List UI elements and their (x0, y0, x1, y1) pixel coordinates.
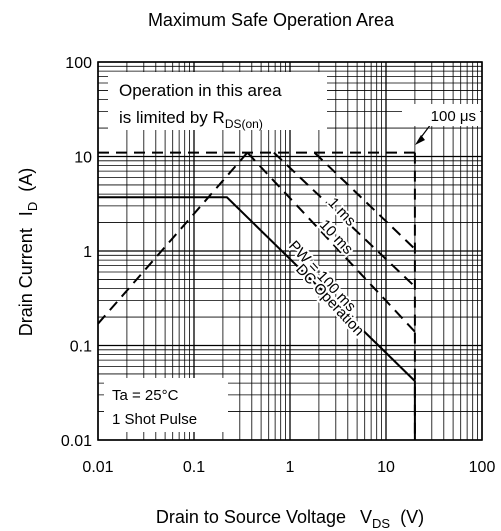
y-axis-title: Drain Current ID (A) (16, 168, 40, 336)
annotations: Operation in this area is limited by RDS(… (104, 72, 480, 432)
plot-frame (97, 61, 483, 441)
conditions-box (104, 378, 228, 432)
conditions-line1: Ta = 25°C (112, 387, 179, 404)
rds-note-box (108, 72, 327, 130)
x-axis-title-part: (V) (400, 507, 424, 527)
rds-note-subscript: DS(on) (225, 117, 263, 131)
series-line (246, 151, 416, 333)
rds-note-line2: is limited by RDS(on) (119, 108, 263, 131)
y-tick-label: 10 (74, 150, 92, 167)
pulse-label-box (402, 104, 480, 126)
pulse-arrow-head (415, 135, 425, 145)
x-tick-label: 1 (286, 459, 295, 476)
series-line (313, 151, 416, 250)
chart-title: Maximum Safe Operation Area (148, 10, 395, 30)
x-tick-label: 100 (469, 459, 496, 476)
y-axis-title-part: (A) (16, 168, 36, 192)
pulse-label-100us: 100 μs (431, 108, 476, 125)
y-axis-title-part: I (16, 211, 36, 216)
series-line (273, 151, 416, 288)
y-tick-label: 1 (83, 244, 92, 261)
x-axis-title-part: DS (372, 516, 390, 531)
series-line (97, 151, 249, 325)
y-axis-title-part: D (25, 202, 40, 211)
tick-labels: 0.01 0.1 1 10 100 0.01 0.1 1 10 100 (61, 55, 496, 476)
x-axis-title: Drain to Source Voltage VDS (V) (156, 507, 424, 531)
conditions-line2: 1 Shot Pulse (112, 411, 197, 428)
rds-note-line1: Operation in this area (119, 81, 282, 100)
x-tick-label: 0.01 (82, 459, 113, 476)
y-tick-label: 0.01 (61, 433, 92, 450)
x-tick-label: 10 (377, 459, 395, 476)
y-tick-label: 100 (65, 55, 92, 72)
x-axis-title-part: V (360, 507, 372, 527)
x-tick-label: 0.1 (183, 459, 205, 476)
y-tick-label: 0.1 (70, 339, 92, 356)
axis-titles: Drain to Source Voltage VDS (V) Drain Curre… (16, 168, 424, 531)
x-axis-title-part: Drain to Source Voltage (156, 507, 346, 527)
y-axis-title-part: Drain Current (16, 228, 36, 336)
